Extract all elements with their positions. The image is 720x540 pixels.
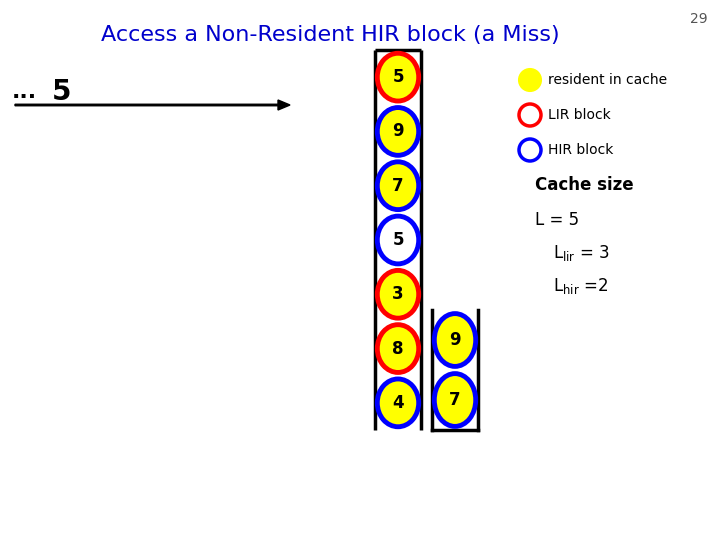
Text: 4: 4: [392, 394, 404, 412]
FancyArrow shape: [15, 100, 290, 110]
Text: Cache size: Cache size: [535, 176, 634, 194]
Text: L = 5: L = 5: [535, 211, 579, 229]
Text: Access a Non-Resident HIR block (a Miss): Access a Non-Resident HIR block (a Miss): [101, 25, 559, 45]
Text: 29: 29: [690, 12, 708, 26]
Text: $\mathrm{L_{hir}}$ =2: $\mathrm{L_{hir}}$ =2: [553, 276, 608, 296]
Text: 7: 7: [392, 177, 404, 195]
Ellipse shape: [519, 104, 541, 126]
Text: LIR block: LIR block: [548, 108, 611, 122]
Text: $\mathrm{L_{lir}}$ = 3: $\mathrm{L_{lir}}$ = 3: [553, 243, 610, 263]
Text: resident in cache: resident in cache: [548, 73, 667, 87]
Ellipse shape: [377, 216, 419, 264]
Ellipse shape: [434, 314, 476, 367]
Ellipse shape: [519, 69, 541, 91]
Ellipse shape: [434, 374, 476, 427]
Ellipse shape: [377, 325, 419, 373]
Text: 5: 5: [52, 78, 71, 106]
Text: HIR block: HIR block: [548, 143, 613, 157]
Text: 5: 5: [392, 68, 404, 86]
Text: 9: 9: [449, 331, 461, 349]
Text: ...: ...: [12, 82, 37, 102]
Ellipse shape: [519, 139, 541, 161]
Ellipse shape: [377, 379, 419, 427]
Text: 7: 7: [449, 391, 461, 409]
Ellipse shape: [377, 271, 419, 318]
Ellipse shape: [377, 53, 419, 101]
Text: 8: 8: [392, 340, 404, 357]
Text: 5: 5: [392, 231, 404, 249]
Ellipse shape: [377, 107, 419, 156]
Ellipse shape: [377, 162, 419, 210]
Text: 3: 3: [392, 285, 404, 303]
Text: 9: 9: [392, 123, 404, 140]
